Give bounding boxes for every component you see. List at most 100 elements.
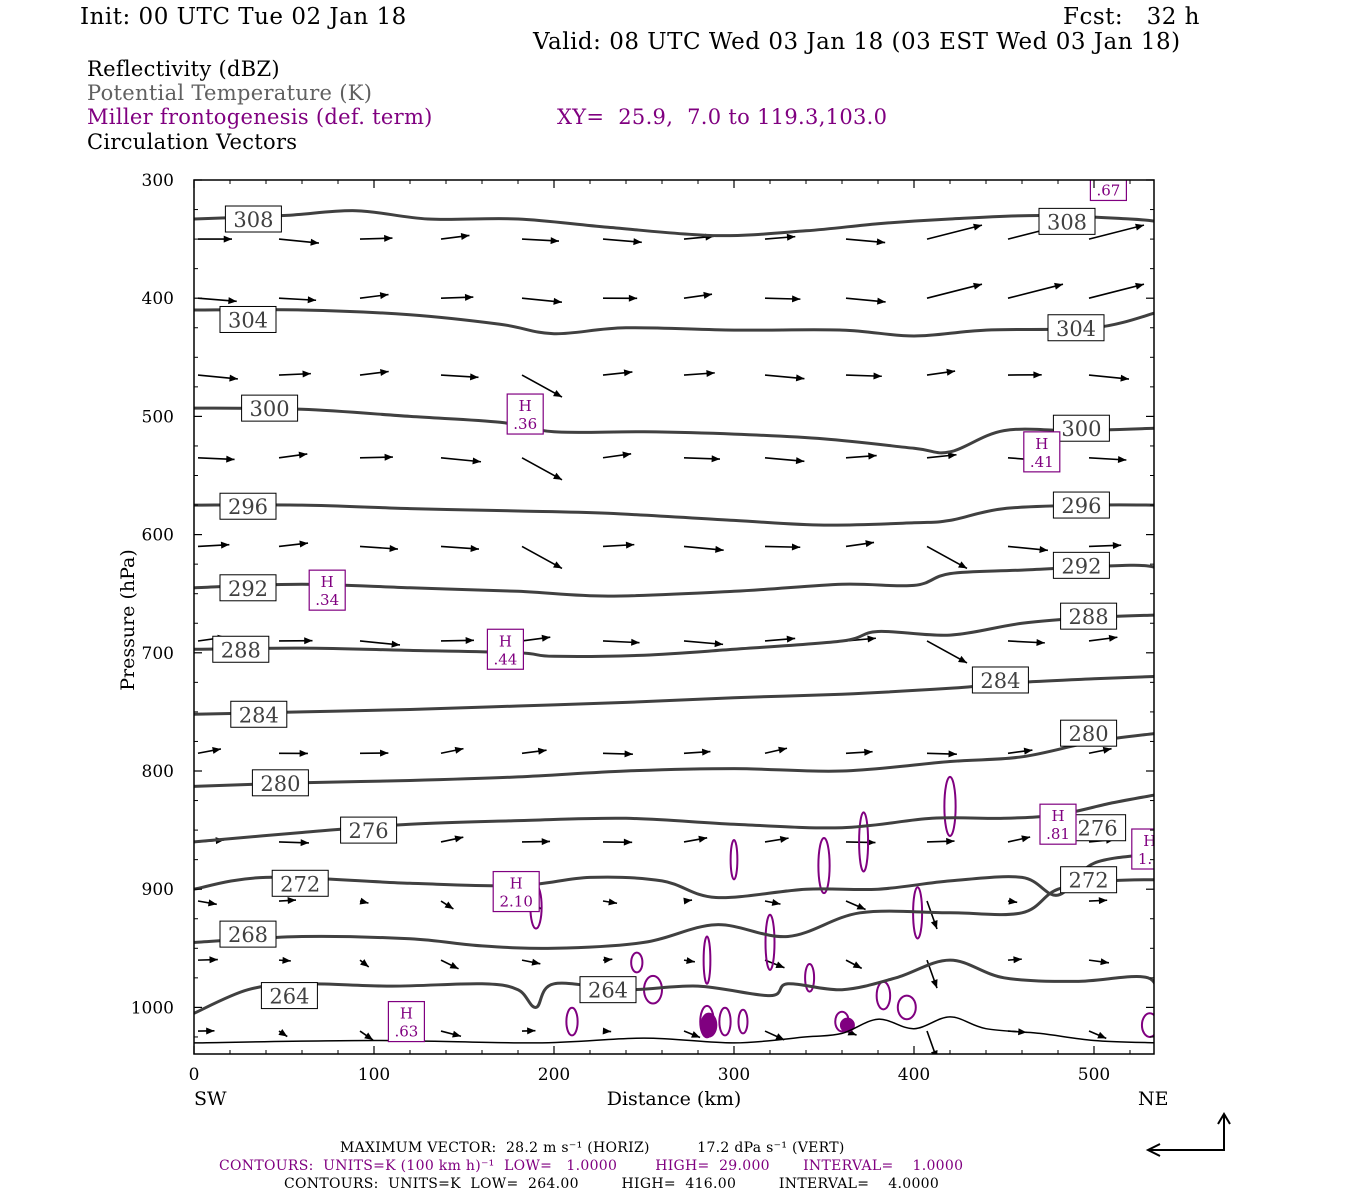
vector-arrowhead <box>1120 374 1129 382</box>
fronto-max-value: .44 <box>493 650 517 668</box>
vector-arrowhead <box>304 637 313 645</box>
vector-arrowhead <box>786 635 796 643</box>
vector-arrowhead <box>930 979 938 989</box>
vector-arrowhead <box>1054 282 1063 290</box>
vector-arrowhead <box>602 1027 612 1035</box>
vector-arrowhead <box>948 750 957 758</box>
cross-section-endpoints: XY= 25.9, 7.0 to 119.3,103.0 <box>557 105 888 129</box>
isentrope-label: 296 <box>1061 494 1101 518</box>
vector-arrowhead <box>930 920 938 930</box>
vector-arrowhead <box>792 295 801 303</box>
fronto-max-label: H <box>1143 832 1156 850</box>
vector-arrowhead <box>628 294 638 302</box>
vector-arrowhead <box>541 838 551 846</box>
frontogenesis-contour <box>718 1006 732 1037</box>
vector-arrowhead <box>287 897 297 905</box>
vector-arrowhead <box>470 544 479 552</box>
reference-vector-icon <box>1145 1112 1231 1157</box>
isentrope-label-box <box>219 305 277 333</box>
isentrope-276 <box>194 793 1154 844</box>
frontogenesis-contour <box>1140 1012 1154 1038</box>
x-axis-title: Distance (km) <box>607 1088 742 1110</box>
x-tick-label: 0 <box>189 1065 200 1085</box>
y-tick-label: 700 <box>142 644 174 664</box>
fronto-max-label: H <box>400 1005 413 1023</box>
isentrope-label: 280 <box>260 772 300 796</box>
frontogenesis-contour <box>737 1008 749 1035</box>
vector-arrowhead <box>867 838 876 846</box>
vector-arrowhead <box>299 749 308 757</box>
isentrope-label: 308 <box>1047 210 1087 234</box>
vector-arrowhead <box>469 373 479 381</box>
vector-arrowhead <box>1097 1031 1107 1039</box>
frontogenesis-contour <box>702 935 712 985</box>
isentrope-label-box <box>251 769 309 797</box>
isentrope-label: 300 <box>1061 417 1101 441</box>
frontogenesis-contour <box>875 980 892 1011</box>
vector-arrowhead <box>873 372 882 380</box>
vector-arrowhead <box>1008 897 1018 905</box>
isentrope-label: 300 <box>250 397 290 421</box>
isentrope-label-box <box>230 700 288 728</box>
isentrope-label: 304 <box>1056 317 1096 341</box>
vector-arrowhead <box>631 638 640 646</box>
vector-arrowhead <box>454 835 464 843</box>
vector-arrowhead <box>310 238 319 246</box>
fronto-max-box <box>1089 180 1128 202</box>
isentrope-label: 276 <box>1078 817 1118 841</box>
valid-time: Valid: 08 UTC Wed 03 Jan 18 (03 EST Wed … <box>533 29 1181 55</box>
isentrope-label: 264 <box>588 979 628 1003</box>
frontogenesis-contour <box>700 1012 718 1038</box>
vector-arrowhead <box>1117 456 1127 464</box>
isentrope-label-box <box>1052 551 1110 579</box>
isentrope-label: 264 <box>269 985 309 1009</box>
vector-arrowhead <box>384 453 393 461</box>
vector-arrowhead <box>1036 638 1045 646</box>
isentropes <box>194 209 1154 1015</box>
fronto-max-label: H <box>1051 807 1064 825</box>
vector-arrowhead <box>360 959 369 967</box>
frontogenesis-contour <box>817 836 831 895</box>
isentrope-300 <box>194 406 1154 455</box>
vector-arrowhead <box>207 899 217 907</box>
vector-arrowhead <box>541 634 551 642</box>
vector-arrowhead <box>299 540 309 548</box>
vector-arrowhead <box>877 297 886 305</box>
vector-arrowhead <box>1108 634 1118 642</box>
y-tick-label: 500 <box>142 407 174 427</box>
isentrope-label-box <box>219 574 277 602</box>
fronto-max-box <box>1039 803 1077 845</box>
frontogenesis-contour <box>630 951 644 974</box>
isentrope-label-box <box>1038 207 1096 235</box>
isentrope-268 <box>194 878 1154 950</box>
vector-arrowhead <box>852 961 862 969</box>
vector-arrowhead <box>531 958 541 966</box>
circulation-vector <box>926 1030 937 1054</box>
vector-arrowhead <box>212 747 221 754</box>
vector-arrowhead <box>706 369 715 377</box>
vector-arrowhead <box>947 452 957 460</box>
isentrope-label-box <box>241 394 299 422</box>
vector-arrowhead <box>775 1033 785 1040</box>
vector-arrowhead <box>865 540 875 548</box>
vector-arrowhead <box>958 655 967 663</box>
fronto-max-value: .34 <box>315 591 339 609</box>
vector-arrowhead <box>553 472 562 480</box>
isentrope-label-box <box>1060 866 1118 894</box>
vector-arrowhead <box>946 837 955 845</box>
isentrope-label: 284 <box>980 669 1020 693</box>
vector-arrowhead <box>623 838 633 846</box>
max-vector-info: MAXIMUM VECTOR: 28.2 m s⁻¹ (HORIZ) 17.2 … <box>340 1140 845 1156</box>
fronto-max-value: .63 <box>394 1023 418 1041</box>
vector-arrowhead <box>958 561 967 569</box>
x-tick-label: 300 <box>718 1065 750 1085</box>
ne-end-label: NE <box>1138 1088 1169 1110</box>
fronto-max-box <box>1131 828 1154 870</box>
vector-arrowhead <box>223 235 232 243</box>
isentrope-label: 288 <box>1069 605 1109 629</box>
vector-arrowhead <box>622 451 632 459</box>
vector-arrowhead <box>779 835 789 843</box>
axes: 300 400 500 600 700 800 900 1000 0 100 200 300 400 50… <box>131 171 1154 1085</box>
circulation-vector <box>926 224 983 240</box>
x-tick-label: 500 <box>1078 1065 1110 1085</box>
